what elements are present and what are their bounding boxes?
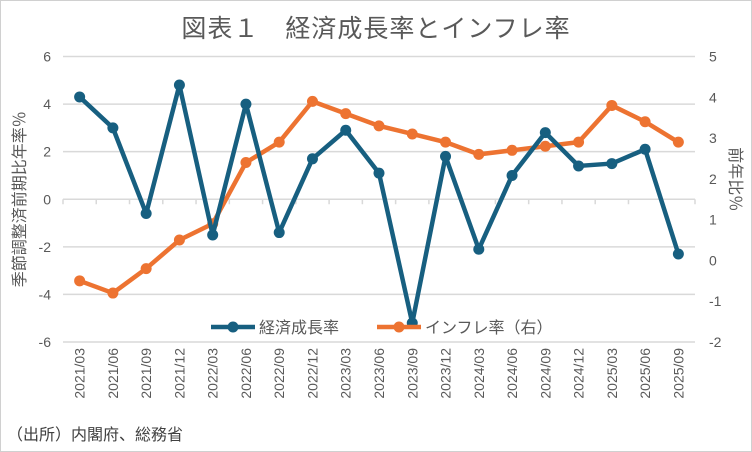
data-point [107, 122, 119, 134]
legend: 経済成長率 インフレ率（右） [211, 318, 553, 337]
right-tick-label: 3 [709, 130, 717, 146]
right-tick-label: 4 [709, 89, 717, 105]
data-point [373, 120, 385, 132]
data-point [506, 144, 518, 156]
data-point [140, 208, 152, 220]
data-point [573, 160, 585, 172]
data-point [273, 136, 285, 148]
x-tick-label: 2021/03 [72, 348, 88, 399]
legend-label: インフレ率（右） [425, 318, 553, 337]
data-point [74, 275, 86, 287]
x-tick-label: 2022/09 [271, 348, 287, 399]
data-point [639, 116, 651, 128]
data-point [506, 169, 518, 181]
right-axis-title: 前年比％ [726, 147, 745, 211]
data-point [539, 140, 551, 152]
data-point [406, 128, 418, 140]
right-tick-label: 1 [709, 212, 717, 228]
data-point [606, 99, 618, 111]
data-point [340, 124, 352, 136]
right-tick-label: 2 [709, 171, 717, 187]
x-tick-label: 2025/06 [637, 348, 653, 399]
data-point [639, 143, 651, 155]
series-gdp-growth [74, 79, 684, 329]
x-tick-label: 2023/12 [438, 348, 454, 399]
left-tick-label: -6 [39, 334, 52, 350]
x-tick-label: 2023/03 [338, 348, 354, 399]
data-point [173, 79, 185, 91]
x-tick-label: 2025/03 [604, 348, 620, 399]
data-point [672, 136, 684, 148]
left-tick-label: 6 [43, 49, 51, 65]
data-point [306, 153, 318, 165]
x-tick-label: 2024/12 [571, 348, 587, 399]
left-tick-label: -4 [39, 286, 52, 302]
data-point [440, 136, 452, 148]
left-axis-title: 季節調整済前期比年率％ [10, 111, 29, 287]
data-point [107, 287, 119, 299]
data-point [173, 234, 185, 246]
x-tick-label: 2022/03 [205, 348, 221, 399]
x-tick-label: 2023/06 [371, 348, 387, 399]
data-point [273, 227, 285, 239]
x-tick-label: 2021/09 [138, 348, 154, 399]
legend-marker [227, 321, 239, 333]
data-point [340, 108, 352, 120]
chart-title: 図表１ 経済成長率とインフレ率 [181, 14, 571, 43]
data-point [539, 127, 551, 139]
x-tick-label: 2024/03 [471, 348, 487, 399]
x-tick-label: 2022/12 [304, 348, 320, 399]
data-point [373, 167, 385, 179]
data-point [240, 98, 252, 110]
x-tick-label: 2024/06 [504, 348, 520, 399]
data-point [440, 150, 452, 162]
x-tick-label: 2022/06 [238, 348, 254, 399]
left-tick-label: 4 [43, 96, 51, 112]
data-point [473, 148, 485, 160]
legend-marker [393, 321, 405, 333]
x-tick-label: 2021/06 [105, 348, 121, 399]
x-tick-label: 2025/09 [670, 348, 686, 399]
left-tick-label: 2 [43, 144, 51, 160]
x-tick-label: 2021/12 [171, 348, 187, 399]
data-point [240, 157, 252, 169]
left-tick-label: -2 [39, 239, 52, 255]
series-inflation [74, 95, 684, 299]
x-tick-label: 2023/09 [404, 348, 420, 399]
left-tick-label: 0 [43, 191, 51, 207]
data-point [306, 95, 318, 107]
right-tick-label: -2 [709, 334, 722, 350]
source-note: （出所）内閣府、総務省 [7, 425, 184, 444]
data-point [473, 243, 485, 255]
x-tick-label: 2024/09 [537, 348, 553, 399]
right-tick-label: 5 [709, 49, 717, 65]
data-point [672, 248, 684, 260]
data-point [140, 263, 152, 275]
right-tick-label: -1 [709, 293, 722, 309]
data-point [573, 136, 585, 148]
data-point [606, 158, 618, 170]
right-tick-label: 0 [709, 252, 717, 268]
data-point [207, 229, 219, 241]
legend-label: 経済成長率 [259, 318, 339, 337]
data-point [74, 91, 86, 103]
